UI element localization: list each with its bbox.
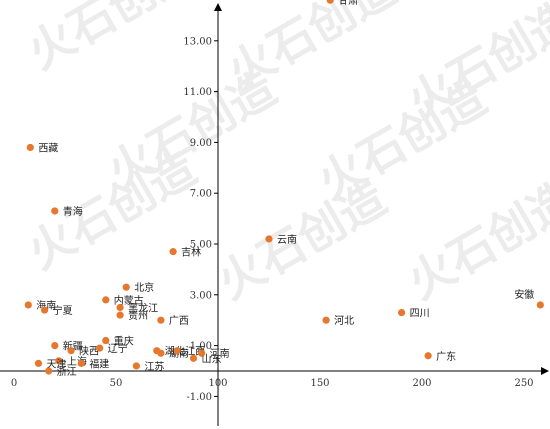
data-label: 西藏	[38, 142, 58, 154]
data-label: 福建	[89, 357, 109, 370]
data-label: 天津	[46, 358, 66, 370]
data-label: 江苏	[144, 360, 164, 373]
data-point	[34, 359, 43, 367]
y-tick-label: 13.00	[183, 36, 212, 47]
data-point	[116, 303, 124, 312]
data-label: 广东	[436, 350, 456, 363]
x-tick-label: 50	[110, 378, 123, 389]
data-point	[398, 308, 406, 317]
data-point	[51, 207, 59, 215]
data-point	[67, 347, 75, 355]
data-label: 浙江	[57, 366, 77, 378]
y-tick-label: -1.00	[186, 392, 212, 403]
data-point	[41, 306, 49, 314]
data-label: 吉林	[181, 246, 201, 259]
watermark-text: 火石创造	[309, 71, 495, 210]
y-tick-label: 7.00	[190, 189, 212, 200]
data-point	[55, 357, 63, 365]
data-label: 安徽	[514, 288, 534, 301]
data-point	[157, 349, 165, 357]
data-point	[102, 296, 110, 304]
data-point	[265, 235, 273, 243]
data-label: 广西	[169, 315, 189, 327]
x-tick-label: 200	[412, 378, 431, 389]
data-label: 甘肃	[338, 0, 358, 7]
watermark-text: 火石创造	[209, 171, 395, 310]
data-point	[24, 301, 32, 309]
y-tick-label: 5.00	[190, 240, 212, 251]
data-point	[45, 367, 53, 375]
data-point	[536, 301, 544, 309]
x-tick-label: 150	[310, 378, 329, 389]
y-tick-label: 1.00	[190, 341, 212, 352]
data-point	[51, 342, 59, 350]
data-label: 青海	[63, 205, 83, 218]
y-tick-label: 3.00	[190, 290, 212, 301]
y-axis-arrow	[214, 3, 222, 11]
data-label: 宁夏	[53, 304, 73, 317]
axes	[0, 3, 549, 426]
data-label: 重庆	[114, 335, 134, 348]
y-tick-label: 11.00	[183, 87, 212, 98]
y-tick-label: 9.00	[190, 138, 212, 149]
x-tick-label: 250	[514, 378, 533, 389]
data-label: 北京	[134, 281, 154, 294]
data-point	[77, 359, 85, 367]
data-point	[96, 344, 104, 352]
x-tick-label: 0	[11, 378, 17, 389]
data-label: 四川	[410, 309, 430, 320]
data-label: 贵州	[128, 309, 148, 322]
data-label: 山东	[202, 352, 222, 365]
data-point	[157, 316, 165, 324]
x-axis-arrow	[541, 367, 549, 375]
data-point	[173, 347, 181, 355]
data-label: 内蒙古	[114, 294, 144, 307]
data-label: 辽宁	[108, 342, 128, 355]
data-point	[122, 283, 130, 291]
data-point	[116, 311, 124, 319]
data-label: 陕西	[79, 345, 99, 358]
tick-labels: 0 50 100 150 200 250 -1.00 1.00 3.00 5.00 7.00 9.00…	[11, 36, 534, 403]
data-label: 河南	[210, 347, 230, 360]
watermark-text: 火石创造	[399, 171, 550, 310]
data-point	[322, 316, 330, 324]
data-point	[102, 336, 110, 345]
data-point	[169, 248, 177, 256]
data-label: 河北	[334, 315, 354, 327]
data-point	[189, 354, 198, 362]
data-label: 黑龙江	[128, 302, 158, 315]
x-tick-label: 100	[208, 378, 227, 389]
data-point	[424, 352, 432, 360]
data-label: 云南	[277, 233, 297, 246]
data-point	[326, 0, 334, 4]
data-point	[26, 143, 34, 152]
data-point	[198, 349, 206, 357]
data-point	[132, 362, 140, 370]
watermark-text: 火石创造	[19, 0, 205, 80]
